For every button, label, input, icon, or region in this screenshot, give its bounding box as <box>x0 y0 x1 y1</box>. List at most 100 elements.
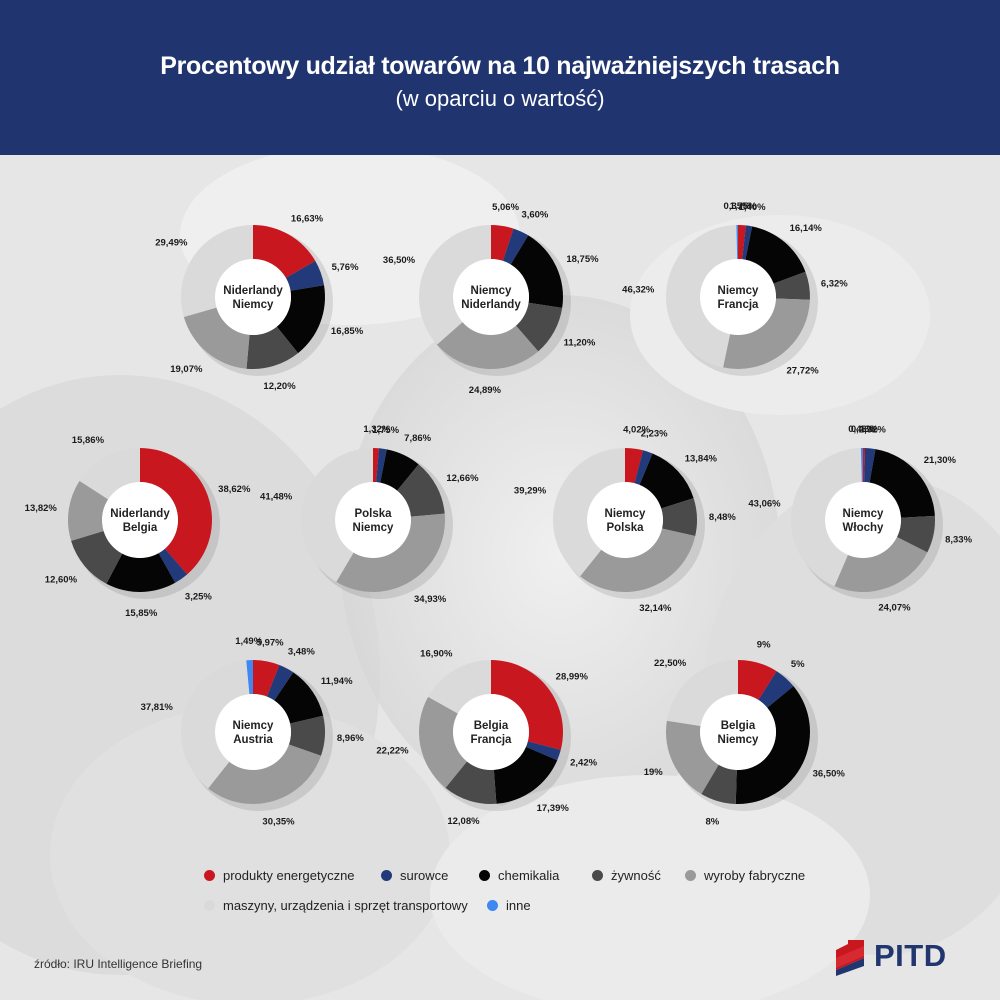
donut-center-label: Niderlandy <box>223 285 283 297</box>
donut-value-label: 38,62% <box>218 484 251 495</box>
legend-label: produkty energetyczne <box>223 868 355 883</box>
donut-value-label: 16,14% <box>790 223 823 234</box>
page-subtitle: (w oparciu o wartość) <box>395 86 605 111</box>
page-title: Procentowy udział towarów na 10 najważni… <box>160 52 840 80</box>
donut-slice-machinery <box>428 660 491 714</box>
donut-chart: Niemcy Włochy 0,46%2,32% 21,30% 8,33% 24,07% 4… <box>748 424 972 613</box>
donut-slice-manufactured <box>580 528 696 592</box>
donut-hole <box>102 482 178 558</box>
donut-value-label: 6,32% <box>821 278 848 289</box>
donut-slice-food <box>896 515 935 553</box>
donut-center-label: Niemcy <box>233 720 275 732</box>
donut-value-label: 22,22% <box>376 745 409 756</box>
donut-chart: Niemcy Austria 5,97% 3,48% 11,94% 8,96% 30,35%… <box>141 636 365 827</box>
donut-slice-manufactured <box>336 513 445 592</box>
donut-chart: Belgia Francja 28,99% 2,42% 17,39% 12,08% 22,2… <box>376 649 597 827</box>
donut-chart: Polska Niemcy 1,32%1,75% 7,86% 12,66% 34,93% 4… <box>260 424 479 605</box>
donut-slice-chemicals <box>869 449 935 518</box>
source-note: źródło: IRU Intelligence Briefing <box>34 957 203 971</box>
donut-slice-machinery <box>419 225 491 345</box>
donut-chart: Belgia Niemcy 9% 5% 36,50% 8% 19% 22,50% <box>644 640 846 828</box>
donut-value-label: 2,42% <box>570 758 597 769</box>
donut-slice-raw-materials <box>158 548 188 583</box>
donut-value-label: 3,25% <box>185 591 212 602</box>
donut-slice-energy <box>738 660 777 700</box>
donut-value-label: 24,89% <box>469 385 502 396</box>
donut-center-label: Niemcy <box>718 734 760 746</box>
donut-value-label: 7,86% <box>404 433 431 444</box>
donut-hole <box>825 482 901 558</box>
donut-slice-machinery <box>552 448 625 577</box>
donut-hole <box>700 694 776 770</box>
donut-value-label: 1,75% <box>372 425 399 436</box>
donut-value-label: 0,35% <box>724 201 751 212</box>
donut-slice-machinery <box>79 448 140 500</box>
donut-slice-energy <box>625 448 643 484</box>
donut-center-label: Austria <box>233 734 273 746</box>
donut-value-label: 9% <box>757 640 771 651</box>
donut-value-label: 5,06% <box>492 202 519 213</box>
donut-slice-raw-materials <box>864 448 876 483</box>
donut-slice-raw-materials <box>502 228 529 265</box>
donut-slice-food <box>515 302 563 352</box>
donut-center-label: Belgia <box>474 720 509 732</box>
legend-label: wyroby fabryczne <box>704 868 806 883</box>
donut-slice-food <box>701 764 737 804</box>
donut-slice-food <box>661 498 697 537</box>
donut-slice-other <box>860 448 863 483</box>
donut-slice-energy <box>491 225 514 261</box>
donut-slice-energy <box>253 225 316 278</box>
donut-hole <box>453 694 529 770</box>
legend-label: żywność <box>611 868 661 883</box>
donut-center-label: Niderlandy <box>110 508 170 520</box>
donut-value-label: 12,20% <box>263 381 296 392</box>
donut-value-label: 32,14% <box>639 603 672 614</box>
donut-value-label: 8,33% <box>945 535 972 546</box>
legend-swatch <box>479 870 490 882</box>
donut-slice-raw-materials <box>376 448 387 483</box>
donut-hole <box>700 259 776 335</box>
donut-chart: Niderlandy Niemcy 16,63% 5,76% 16,85% 12,20% 1… <box>155 213 363 392</box>
donut-slice-manufactured <box>183 307 250 369</box>
donut-chart: Niemcy Francja 1,75%1,40% 16,14% 6,32% 27,72%… <box>622 201 848 377</box>
donut-slice-other <box>246 660 253 695</box>
donut-center-label: Niemcy <box>605 508 647 520</box>
donut-value-label: 0,46% <box>851 424 878 435</box>
legend-item: chemikalia <box>479 868 559 883</box>
donut-center-label: Belgia <box>123 522 158 534</box>
donut-value-label: 1,49% <box>235 636 262 647</box>
donut-slice-chemicals <box>745 226 806 284</box>
donut-value-label: 5,97% <box>257 638 284 649</box>
donut-value-label: 30,35% <box>262 816 295 827</box>
donut-value-label: 4,02% <box>623 425 650 436</box>
donut-slice-raw-materials <box>285 260 325 291</box>
donut-value-label: 16,85% <box>331 326 364 337</box>
donut-value-label: 12,60% <box>45 575 78 586</box>
pitd-logo-icon <box>836 940 864 976</box>
legend-swatch <box>204 870 215 882</box>
donut-hole <box>453 259 529 335</box>
donut-center-label: Francja <box>471 734 513 746</box>
donut-slice-chemicals <box>274 672 324 724</box>
donut-hole <box>215 694 291 770</box>
donut-slice-energy <box>491 660 563 750</box>
donut-value-label: 36,50% <box>813 768 846 779</box>
donut-slice-energy <box>140 448 212 575</box>
donut-slice-manufactured <box>666 720 719 794</box>
legend-swatch <box>487 900 498 912</box>
donut-chart: Niemcy Polska 4,02%2,23% 13,84% 8,48% 32,14% 3… <box>514 425 736 614</box>
donut-center-label: Niemcy <box>471 285 513 297</box>
donut-slice-machinery <box>666 660 738 727</box>
donut-value-label: 12,08% <box>447 816 480 827</box>
donut-value-label: 41,48% <box>260 492 293 503</box>
donut-slice-manufactured <box>419 696 467 788</box>
donut-value-label: 2,32% <box>859 424 886 435</box>
donut-slice-raw-materials <box>525 741 561 761</box>
donut-value-label: 28,99% <box>556 672 589 683</box>
donut-value-label: 19% <box>644 767 664 778</box>
donut-value-label: 15,86% <box>72 435 105 446</box>
donut-slice-manufactured <box>67 480 109 541</box>
donut-value-label: 24,07% <box>878 602 911 613</box>
donut-slice-food <box>71 531 123 584</box>
donut-slice-machinery <box>181 660 250 789</box>
